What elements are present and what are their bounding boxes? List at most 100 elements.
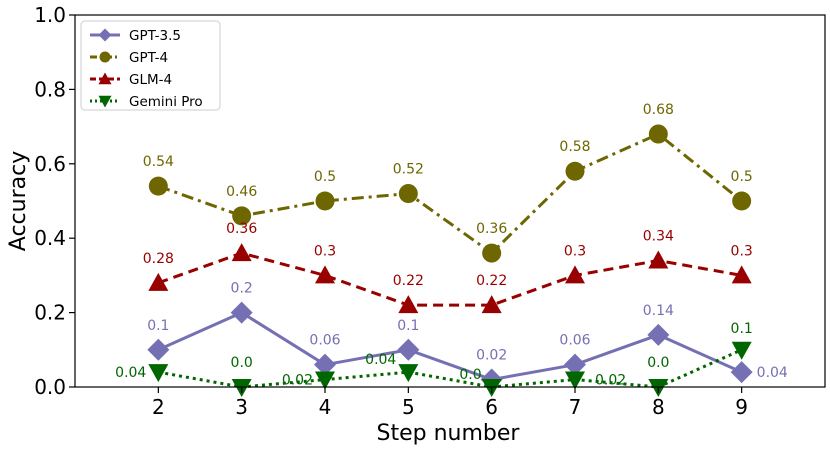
data-label-gpt-3-5: 0.1 bbox=[397, 318, 419, 334]
data-label-gpt-4: 0.68 bbox=[643, 102, 674, 118]
data-point-glm-4 bbox=[565, 265, 585, 284]
x-tick-label: 7 bbox=[569, 395, 582, 419]
data-point-gemini-pro bbox=[315, 371, 335, 390]
legend: GPT-3.5 GPT-4 GLM-4 Gemini Pro bbox=[80, 20, 221, 111]
series-line-glm-4 bbox=[157, 251, 742, 307]
data-point-glm-4 bbox=[731, 265, 752, 284]
data-point-gpt-4 bbox=[232, 206, 252, 226]
data-label-gpt-3-5: 0.2 bbox=[231, 281, 253, 297]
data-point-gpt-3-5 bbox=[314, 353, 336, 376]
data-label-gpt-3-5: 0.02 bbox=[476, 348, 507, 364]
data-label-gpt-3-5: 0.06 bbox=[559, 333, 590, 349]
data-label-gpt-3-5: 0.06 bbox=[309, 333, 340, 349]
data-point-gpt-4 bbox=[482, 243, 502, 263]
data-point-gpt-4 bbox=[315, 191, 335, 211]
legend-item-gpt-3-5: GPT-3.5 bbox=[90, 28, 181, 44]
series-layer bbox=[147, 124, 753, 397]
data-label-gpt-4: 0.36 bbox=[476, 221, 507, 237]
data-label-gpt-4: 0.58 bbox=[559, 139, 590, 155]
series-line-gpt-4 bbox=[157, 132, 743, 255]
data-label-gemini-pro: 0.0 bbox=[647, 355, 669, 371]
data-label-gpt-3-5: 0.04 bbox=[757, 365, 788, 381]
data-label-glm-4: 0.34 bbox=[643, 229, 674, 245]
legend-marker-glm-4 bbox=[98, 72, 112, 85]
data-point-gpt-3-5 bbox=[647, 323, 670, 346]
x-tick-label: 8 bbox=[652, 395, 665, 419]
legend-item-glm-4: GLM-4 bbox=[90, 72, 172, 88]
legend-box bbox=[80, 20, 221, 111]
data-label-gpt-4: 0.52 bbox=[393, 162, 424, 178]
legend-label-gpt-3-5: GPT-3.5 bbox=[129, 28, 181, 44]
data-point-gemini-pro bbox=[565, 371, 585, 390]
legend-item-gpt-4: GPT-4 bbox=[90, 50, 168, 66]
data-point-gpt-3-5 bbox=[230, 301, 253, 324]
x-tick-label: 3 bbox=[235, 395, 248, 419]
y-tick-label: 0.2 bbox=[34, 301, 66, 325]
legend-marker-gpt-4 bbox=[99, 51, 111, 63]
legend-label-gpt-4: GPT-4 bbox=[129, 50, 168, 66]
data-point-glm-4 bbox=[398, 295, 419, 314]
data-label-gemini-pro: 0.0 bbox=[459, 367, 481, 383]
x-tick-label: 4 bbox=[319, 395, 332, 419]
x-tick-label: 5 bbox=[402, 395, 415, 419]
data-label-gemini-pro: 0.04 bbox=[365, 352, 396, 368]
data-label-gpt-3-5: 0.1 bbox=[147, 318, 169, 334]
data-point-gpt-4 bbox=[398, 184, 418, 204]
y-tick-label: 1.0 bbox=[34, 3, 66, 27]
data-point-glm-4 bbox=[315, 265, 335, 284]
series-line-gpt-3-5 bbox=[157, 311, 743, 382]
data-point-gpt-4 bbox=[648, 124, 668, 144]
data-label-layer: 0.54 0.46 0.5 0.52 0.36 0.58 0.68 0.5 0.28 0.36 0.… bbox=[115, 102, 788, 389]
data-point-gpt-3-5 bbox=[730, 361, 753, 384]
data-label-glm-4: 0.3 bbox=[564, 243, 586, 259]
legend-label-gemini-pro: Gemini Pro bbox=[129, 94, 203, 110]
y-tick-label: 0.4 bbox=[34, 226, 66, 250]
legend-marker-gpt-3-5 bbox=[98, 28, 112, 42]
data-point-glm-4 bbox=[231, 243, 252, 262]
y-tick-label: 0.0 bbox=[34, 375, 66, 399]
y-tick-label: 0.6 bbox=[34, 152, 66, 176]
y-tick-label: 0.8 bbox=[34, 77, 66, 101]
data-point-gemini-pro bbox=[148, 364, 169, 383]
legend-item-gemini-pro: Gemini Pro bbox=[90, 94, 203, 110]
data-label-gemini-pro: 0.0 bbox=[231, 355, 253, 371]
y-axis-title: Accuracy bbox=[6, 151, 31, 251]
data-label-glm-4: 0.3 bbox=[314, 243, 336, 259]
axis-layer: 2 3 4 5 6 7 8 9 0.0 0.2 0.4 0.6 0.8 1.0 bbox=[34, 3, 748, 419]
data-label-glm-4: 0.22 bbox=[476, 273, 507, 289]
data-point-glm-4 bbox=[648, 250, 669, 269]
data-point-gpt-4 bbox=[148, 176, 168, 196]
data-point-gemini-pro bbox=[731, 341, 752, 360]
legend-marker-gemini-pro bbox=[98, 95, 112, 108]
legend-label-glm-4: GLM-4 bbox=[129, 72, 172, 88]
data-point-gpt-4 bbox=[565, 161, 585, 181]
data-label-gpt-4: 0.54 bbox=[143, 154, 174, 170]
data-point-gpt-3-5 bbox=[397, 338, 420, 361]
x-axis-title: Step number bbox=[377, 421, 521, 446]
data-label-gpt-4: 0.5 bbox=[314, 169, 336, 185]
data-point-gpt-3-5 bbox=[564, 353, 586, 376]
series-gpt-4 bbox=[148, 124, 752, 263]
data-label-glm-4: 0.28 bbox=[143, 251, 174, 267]
x-tick-label: 9 bbox=[735, 395, 748, 419]
series-gpt-3-5 bbox=[147, 301, 753, 391]
data-label-gpt-4: 0.46 bbox=[226, 184, 257, 200]
data-point-gemini-pro bbox=[398, 364, 419, 383]
data-label-gpt-4: 0.5 bbox=[731, 169, 753, 185]
x-tick-label: 6 bbox=[485, 395, 498, 419]
series-line-gemini-pro bbox=[158, 348, 743, 389]
data-point-glm-4 bbox=[481, 295, 502, 314]
data-label-gemini-pro: 0.02 bbox=[595, 373, 626, 389]
x-tick-label: 2 bbox=[152, 395, 165, 419]
data-label-gemini-pro: 0.02 bbox=[282, 373, 313, 389]
data-label-glm-4: 0.36 bbox=[226, 221, 257, 237]
data-label-glm-4: 0.22 bbox=[393, 273, 424, 289]
data-label-gemini-pro: 0.04 bbox=[115, 365, 146, 381]
data-point-gpt-3-5 bbox=[147, 338, 170, 361]
data-label-gpt-3-5: 0.14 bbox=[643, 303, 674, 319]
data-label-glm-4: 0.3 bbox=[731, 243, 753, 259]
data-point-gpt-4 bbox=[732, 191, 752, 211]
data-point-glm-4 bbox=[148, 272, 169, 291]
plot-frame bbox=[74, 14, 826, 388]
